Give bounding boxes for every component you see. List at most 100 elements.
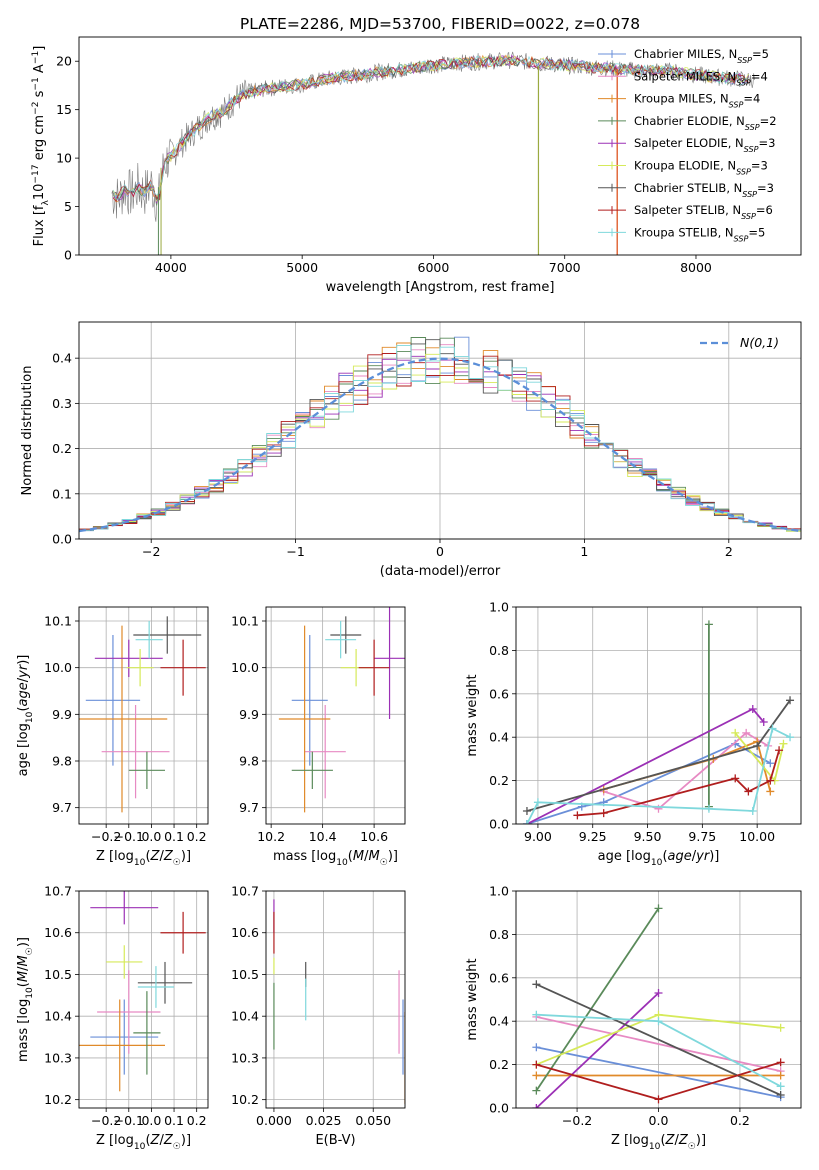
legend-label-kroupa-elodie: Kroupa ELODIE, NSSP=3	[634, 159, 768, 177]
x-tick-label: 7000	[549, 260, 581, 275]
legend-label-normal: N(0,1)	[740, 335, 779, 350]
label-part: (	[660, 1133, 665, 1148]
mass-extinction-panel: 0.000 0.025 0.050 10.2 10.3 10.4 10.5 10.6 10.7 E…	[231, 884, 406, 1148]
errorbar-chabrier-elodie	[291, 751, 333, 789]
x-axis-label: mass [log10(M/M☉)]	[273, 849, 398, 868]
label-part: 10	[25, 987, 35, 999]
point-marker	[704, 804, 713, 813]
x-tick-label: 0.2	[187, 829, 207, 844]
x-tick-label: 0.2	[730, 1113, 750, 1128]
ticks: 0.000 0.025 0.050 10.2 10.3 10.4 10.5 10.6 10.7	[231, 884, 391, 1129]
y-tick-label: 10.5	[231, 967, 259, 982]
y-tick-label: 9.9	[239, 707, 259, 722]
series-line	[535, 907, 660, 1092]
model-spectrum-kroupa-miles	[112, 54, 749, 203]
series-line	[577, 749, 780, 817]
point-marker	[776, 1082, 785, 1091]
axes-frame	[78, 36, 802, 256]
label-part: (	[145, 1133, 150, 1148]
point-marker	[776, 1058, 785, 1067]
axes-frame	[78, 321, 802, 540]
y-tick-label: 0.0	[489, 1101, 509, 1116]
label-part: yr	[695, 849, 711, 864]
x-tick-label: 6000	[418, 260, 450, 275]
mass-weight-age-panel: 9.00 9.25 9.50 9.75 10.00 0.0 0.2 0.4 0.6 0.8 1.0 a…	[465, 600, 802, 868]
errorbar-salpeter-miles	[97, 970, 161, 1054]
label-part: SSP	[744, 145, 759, 154]
y-tick-label: 0.4	[489, 730, 509, 745]
x-tick-label: 2	[725, 544, 733, 559]
mass-weight-salpeter-miles	[599, 728, 773, 813]
label-part: /	[674, 1133, 679, 1148]
y-axis-label: mass [log10(M/M☉)]	[16, 937, 35, 1062]
label-part: Salpeter MILES, N	[634, 69, 736, 83]
x-tick-label: −0.2	[91, 829, 121, 844]
y-tick-label: 10	[56, 151, 72, 166]
y-tick-label: 9.9	[52, 707, 72, 722]
x-axis-label: Z [log10(Z/Z☉)]	[611, 1133, 706, 1152]
label-part: 10	[336, 858, 348, 868]
y-tick-label: 10.3	[231, 1050, 259, 1065]
x-tick-label: −0.2	[562, 1113, 592, 1128]
label-part: /	[16, 966, 31, 971]
y-tick-label: 1.0	[489, 884, 509, 899]
errorbar-chabrier-stelib	[137, 961, 193, 1004]
axes-frame	[78, 606, 209, 825]
label-part: 10	[134, 1142, 146, 1152]
y-tick-label: 10.6	[44, 925, 72, 940]
point-marker	[744, 787, 753, 796]
label-part: mass [log	[273, 849, 336, 864]
plot-content	[532, 904, 785, 1108]
label-part: Z	[163, 1133, 174, 1148]
series-line	[526, 699, 791, 812]
label-part: (	[662, 849, 667, 864]
y-axis-label: mass weight	[465, 958, 480, 1040]
y-tick-label: 0.8	[489, 643, 509, 658]
label-part: M	[368, 849, 379, 864]
mass-weight-kroupa-stelib	[532, 1010, 785, 1091]
point-marker	[532, 980, 541, 989]
plot-content	[522, 620, 795, 824]
y-axis-label: mass weight	[465, 674, 480, 756]
label-part: yr	[16, 663, 31, 679]
mass-metallicity-panel: −0.2−0.10.0 0.1 0.2 10.2 10.3 10.4 10.5 10.6 10.…	[16, 884, 209, 1152]
label-part: )]	[16, 937, 31, 947]
label-part: )]	[16, 655, 31, 665]
y-tick-label: 5	[64, 199, 72, 214]
errorbar-chabrier-stelib	[330, 616, 362, 654]
label-part: age [log	[16, 723, 31, 776]
label-part: SSP	[737, 56, 752, 65]
residual-histogram-panel: −2 −1 0 1 2 0.0 0.1 0.2 0.3 0.4 (data-model)/error…	[20, 321, 802, 579]
series-line	[536, 1046, 781, 1099]
x-tick-label: 0.2	[187, 1113, 207, 1128]
errorbar-chabrier-miles	[85, 635, 141, 766]
y-tick-label: 10.0	[44, 660, 72, 675]
errorbar-chabrier-miles	[90, 999, 159, 1075]
label-part: M	[16, 971, 31, 982]
y-tick-label: 0.4	[52, 351, 72, 366]
legend-label-salpeter-miles: Salpeter MILES, NSSP=4	[634, 69, 768, 87]
label-part: /	[364, 849, 369, 864]
point-marker	[776, 1090, 785, 1099]
mass-weight-salpeter-stelib	[532, 1058, 785, 1104]
series-line	[536, 983, 781, 1096]
label-part: 10	[25, 711, 35, 723]
ticks: 9.00 9.25 9.50 9.75 10.00 0.0 0.2 0.4 0.6 0.8 1.0	[489, 600, 775, 845]
label-part: Salpeter ELODIE, N	[634, 136, 744, 150]
mass-weight-metallicity-panel: −0.2 0.0 0.20.00.20.40.60.81.0Z [log10(Z/Z…	[465, 884, 802, 1152]
legend-label-chabrier-elodie: Chabrier ELODIE, NSSP=2	[634, 114, 777, 131]
point-marker	[776, 1071, 785, 1080]
mass-weight-salpeter-elodie	[532, 988, 663, 1108]
y-tick-label: 10.1	[231, 614, 259, 629]
y-axis-label: Flux [fλ10−17 erg cm−2 s−1 A−1]	[31, 46, 51, 247]
x-tick-label: 0.0	[141, 1113, 161, 1128]
x-tick-label: 5000	[286, 260, 318, 275]
point-marker	[768, 724, 777, 733]
point-marker	[522, 806, 531, 815]
ticks: 10.2 10.4 10.6 9.7 9.8 9.9 10.0 10.1	[231, 614, 388, 845]
label-part: (	[16, 982, 31, 987]
y-tick-label: 0.6	[489, 686, 509, 701]
axes-frame	[515, 890, 802, 1109]
point-marker	[786, 696, 795, 705]
